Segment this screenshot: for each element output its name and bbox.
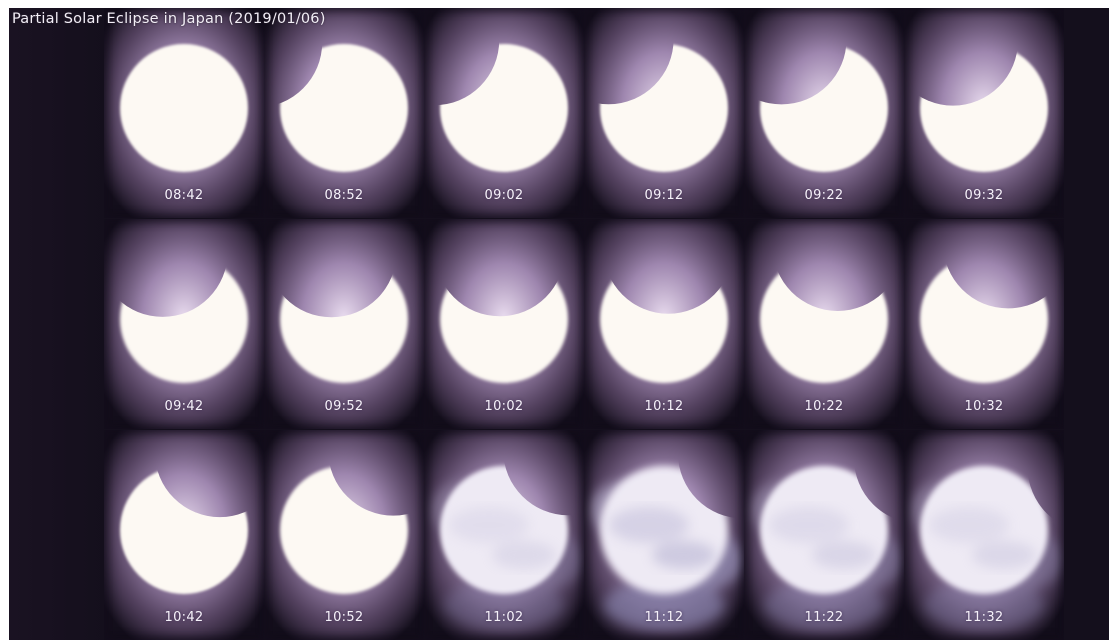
eclipse-frame: 10:12 bbox=[584, 219, 744, 429]
eclipse-frame-image bbox=[424, 8, 584, 218]
eclipse-frame: 11:12 bbox=[584, 430, 744, 640]
eclipse-frame-image bbox=[264, 430, 424, 640]
eclipse-photo-composite: Partial Solar Eclipse in Japan (2019/01/… bbox=[9, 8, 1109, 640]
frame-time-label: 10:12 bbox=[644, 399, 684, 414]
frame-time-label: 09:52 bbox=[324, 399, 364, 414]
eclipse-frame: 10:52 bbox=[264, 430, 424, 640]
eclipse-row-1: 08:42 08:52 09:02 09:12 09:22 09:32 bbox=[9, 8, 1109, 218]
eclipse-frame: 11:02 bbox=[424, 430, 584, 640]
frame-time-label: 09:12 bbox=[644, 188, 684, 203]
frame-time-label: 10:22 bbox=[804, 399, 844, 414]
frame-time-label: 10:42 bbox=[164, 610, 204, 625]
eclipse-frame: 11:22 bbox=[744, 430, 904, 640]
eclipse-frame-image bbox=[744, 430, 904, 640]
frame-time-label: 09:02 bbox=[484, 188, 524, 203]
frame-time-label: 10:52 bbox=[324, 610, 364, 625]
eclipse-frame: 08:52 bbox=[264, 8, 424, 218]
frame-time-label: 10:32 bbox=[964, 399, 1004, 414]
frame-time-label: 09:22 bbox=[804, 188, 844, 203]
eclipse-frame-image bbox=[744, 8, 904, 218]
eclipse-frame: 10:42 bbox=[104, 430, 264, 640]
frame-time-label: 08:52 bbox=[324, 188, 364, 203]
frame-time-label: 09:42 bbox=[164, 399, 204, 414]
eclipse-frame: 08:42 bbox=[104, 8, 264, 218]
eclipse-frame: 11:32 bbox=[904, 430, 1064, 640]
eclipse-frame-image bbox=[904, 219, 1064, 429]
eclipse-frame-image bbox=[104, 8, 264, 218]
eclipse-frame: 09:12 bbox=[584, 8, 744, 218]
eclipse-row-3: 10:42 10:52 11:02 11:12 11:22 11:32 bbox=[9, 430, 1109, 640]
eclipse-row-2: 09:42 09:52 10:02 10:12 10:22 10:32 bbox=[9, 219, 1109, 429]
eclipse-frame-image bbox=[424, 430, 584, 640]
eclipse-frame-image bbox=[264, 219, 424, 429]
eclipse-frame: 09:42 bbox=[104, 219, 264, 429]
eclipse-frame-image bbox=[104, 430, 264, 640]
eclipse-frame-image bbox=[904, 8, 1064, 218]
eclipse-frame: 09:02 bbox=[424, 8, 584, 218]
eclipse-frame-image bbox=[584, 219, 744, 429]
eclipse-frame-image bbox=[424, 219, 584, 429]
eclipse-frame: 09:22 bbox=[744, 8, 904, 218]
eclipse-frame: 10:22 bbox=[744, 219, 904, 429]
frame-time-label: 08:42 bbox=[164, 188, 204, 203]
eclipse-frame-image bbox=[264, 8, 424, 218]
eclipse-frame: 09:32 bbox=[904, 8, 1064, 218]
frame-time-label: 11:12 bbox=[644, 610, 684, 625]
eclipse-frame-image bbox=[904, 430, 1064, 640]
eclipse-frame-image bbox=[104, 219, 264, 429]
eclipse-frame-image bbox=[744, 219, 904, 429]
eclipse-frame-image bbox=[584, 8, 744, 218]
eclipse-frame: 09:52 bbox=[264, 219, 424, 429]
eclipse-frame: 10:32 bbox=[904, 219, 1064, 429]
photo-title: Partial Solar Eclipse in Japan (2019/01/… bbox=[12, 11, 326, 27]
frame-time-label: 10:02 bbox=[484, 399, 524, 414]
frame-time-label: 11:22 bbox=[804, 610, 844, 625]
frame-time-label: 09:32 bbox=[964, 188, 1004, 203]
eclipse-frame-image bbox=[584, 430, 744, 640]
frame-time-label: 11:02 bbox=[484, 610, 524, 625]
eclipse-frame: 10:02 bbox=[424, 219, 584, 429]
frame-time-label: 11:32 bbox=[964, 610, 1004, 625]
